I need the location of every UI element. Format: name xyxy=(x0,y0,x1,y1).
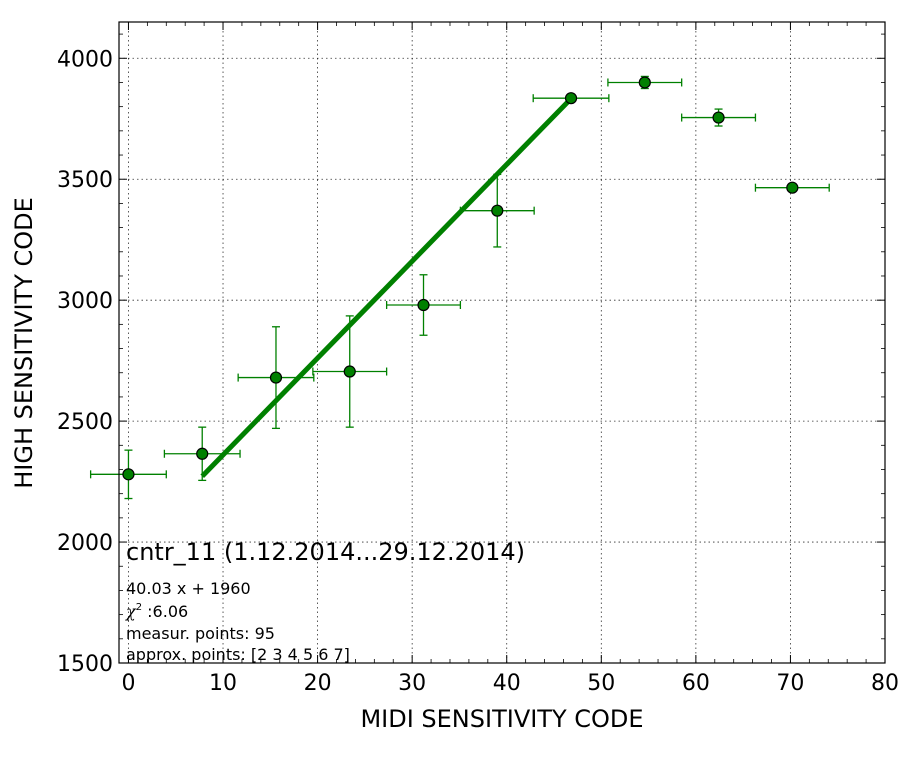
data-point xyxy=(491,204,504,217)
fit-line xyxy=(200,96,573,478)
x-tick-label: 60 xyxy=(682,671,710,696)
chi2-superscript: 2 xyxy=(136,602,142,613)
error-bars xyxy=(89,75,830,500)
data-point xyxy=(786,181,799,194)
data-point xyxy=(343,365,356,378)
data-point xyxy=(417,298,430,312)
plot-frame xyxy=(118,21,886,664)
x-tick-label: 10 xyxy=(209,671,237,696)
annotation-measur-points: measur. points: 95 xyxy=(126,624,275,643)
x-axis-title: MIDI SENSITIVITY CODE xyxy=(360,705,643,733)
annotation-approx-points: approx. points: [2 3 4 5 6 7] xyxy=(126,645,350,664)
y-tick-label: 3500 xyxy=(57,168,113,193)
data-point xyxy=(196,447,209,460)
annotation-title: cntr_11 (1.12.2014...29.12.2014) xyxy=(126,538,525,566)
grid xyxy=(119,22,886,664)
x-tick-label: 30 xyxy=(398,671,426,696)
x-tick-label: 50 xyxy=(587,671,615,696)
x-tick-label: 20 xyxy=(304,671,332,696)
annotation-equation: 40.03 x + 1960 xyxy=(126,579,251,598)
data-points xyxy=(122,76,799,481)
x-tick-label: 40 xyxy=(493,671,521,696)
data-point xyxy=(269,371,283,384)
annotation-block: cntr_11 (1.12.2014...29.12.2014) 40.03 x… xyxy=(125,538,525,664)
chi2-value: :6.06 xyxy=(142,602,188,621)
data-point xyxy=(712,111,725,124)
x-tick-label: 0 xyxy=(121,671,135,696)
fit-line-group xyxy=(200,96,573,478)
x-tick-label: 70 xyxy=(776,671,804,696)
y-tick-label: 2500 xyxy=(57,410,113,435)
data-point xyxy=(564,92,578,105)
data-point xyxy=(638,76,651,89)
y-tick-label: 1500 xyxy=(57,652,113,677)
y-tick-label: 4000 xyxy=(57,47,113,72)
y-axis-title: HIGH SENSITIVITY CODE xyxy=(10,197,38,489)
y-tick-label: 2000 xyxy=(57,531,113,556)
axis-ticks: 0 10 20 30 40 50 60 70 80 1500 2000 2500 3000 3500 400… xyxy=(57,22,899,696)
y-tick-label: 3000 xyxy=(57,289,113,314)
annotation-chi2: χ2 :6.06 xyxy=(125,602,188,621)
x-tick-label: 80 xyxy=(871,671,899,696)
chi2-symbol: χ xyxy=(125,602,137,621)
data-point xyxy=(122,468,135,481)
